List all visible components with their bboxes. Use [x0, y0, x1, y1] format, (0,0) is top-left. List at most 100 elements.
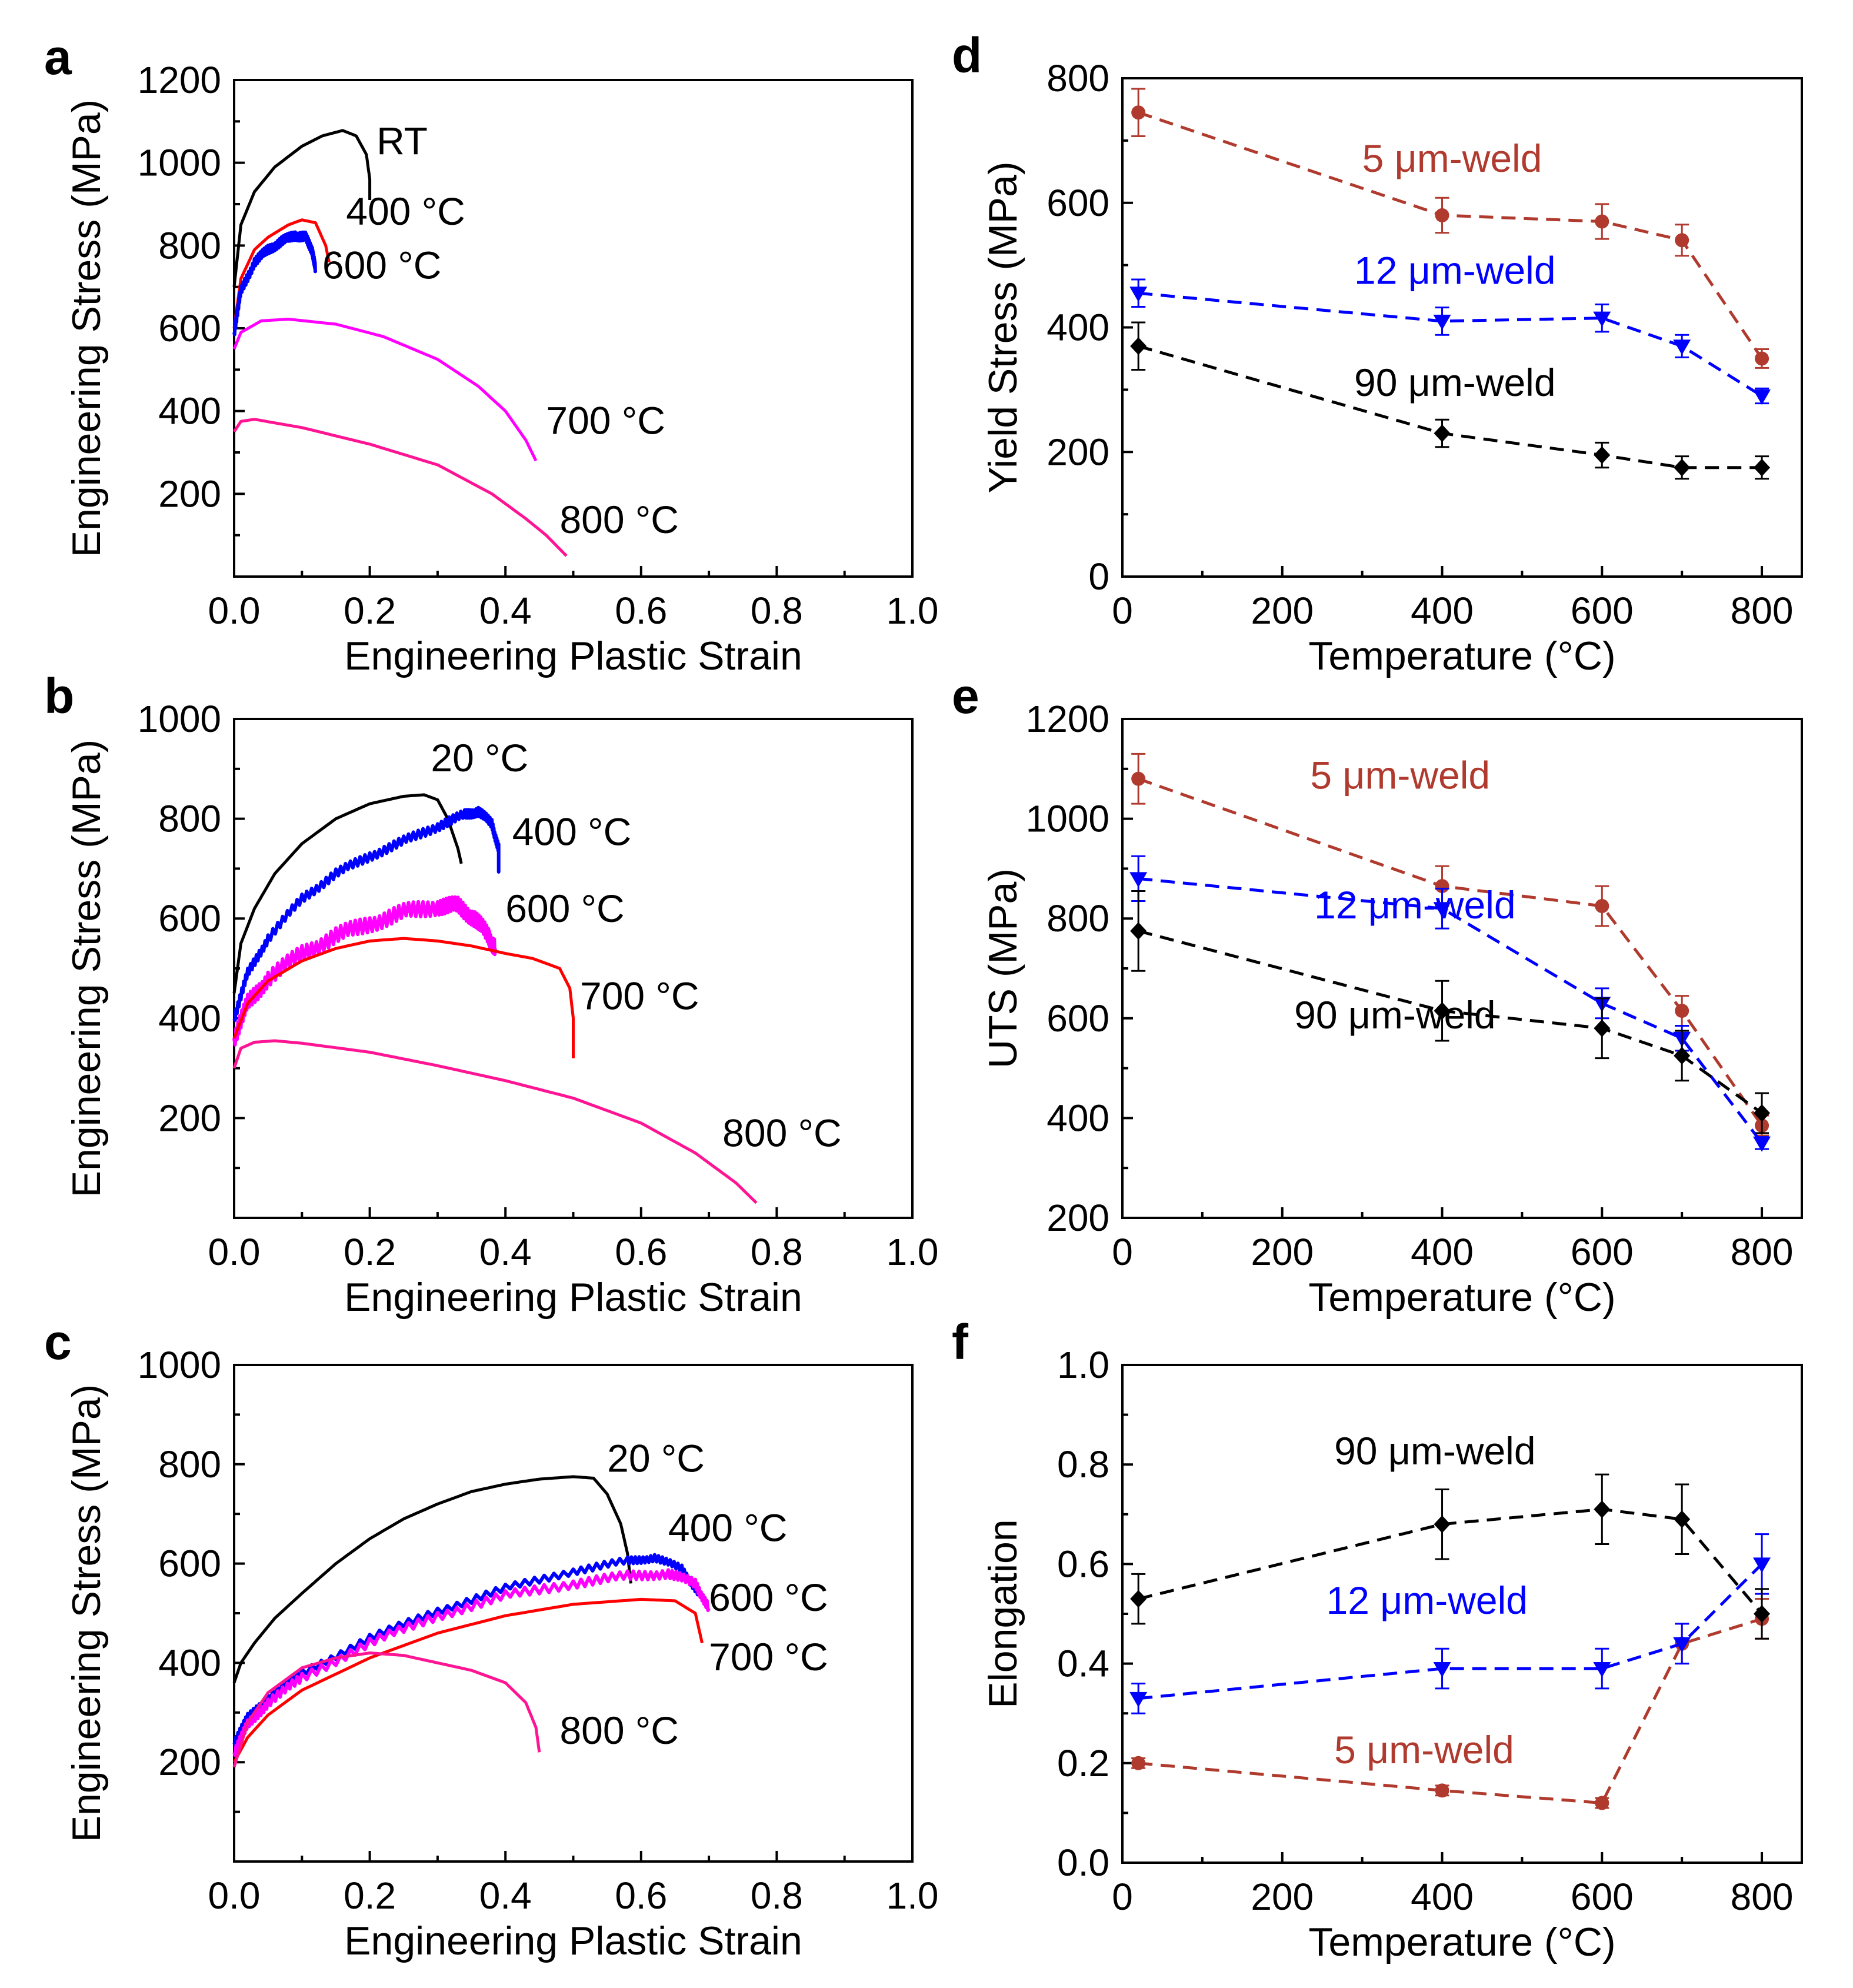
x-axis-label: Engineering Plastic Strain — [344, 1275, 802, 1320]
panel-a: a 0.0 0.2 0.4 0.6 0.8 1.0 200 400 600 800 1000 1200 E… — [44, 29, 938, 678]
series-90-um-weld: 90 μm-weld — [1130, 322, 1770, 479]
data-point — [1674, 1047, 1690, 1064]
data-point — [1434, 315, 1451, 330]
series-90-um-weld: 90 μm-weld — [1130, 891, 1770, 1133]
x-tick-label: 1.0 — [886, 590, 939, 632]
curve-800-c — [234, 419, 566, 556]
y-tick-label: 1000 — [1026, 798, 1109, 840]
y-tick-label: 200 — [158, 1741, 221, 1783]
series-label-600-c: 600 °C — [505, 887, 625, 930]
x-tick-label: 800 — [1731, 590, 1794, 632]
data-point — [1131, 772, 1145, 786]
x-axis-label: Temperature (°C) — [1308, 1275, 1615, 1320]
y-axis-label: UTS (MPa) — [981, 868, 1025, 1068]
x-tick-label: 0.0 — [208, 1874, 261, 1917]
y-axis-label: Engineering Stress (MPa) — [64, 99, 109, 558]
data-point — [1130, 922, 1147, 940]
series-400-c: 400 °C — [234, 1506, 787, 1744]
x-tick-label: 0.8 — [751, 1231, 803, 1273]
x-tick-label: 200 — [1251, 590, 1314, 632]
x-tick-label: 0.6 — [615, 1874, 667, 1917]
series-label-400-c: 400 °C — [346, 189, 465, 233]
x-tick-label: 400 — [1411, 1876, 1474, 1918]
x-tick-label: 400 — [1411, 590, 1474, 632]
series-label-400-c: 400 °C — [512, 810, 632, 854]
curve-20-c — [234, 1477, 631, 1683]
x-tick-label: 400 — [1411, 1231, 1474, 1273]
y-tick-label: 0.6 — [1057, 1543, 1109, 1585]
y-tick-label: 600 — [1047, 182, 1109, 224]
x-tick-label: 0 — [1112, 1231, 1133, 1273]
series-label-700-c: 700 °C — [546, 398, 665, 442]
x-axis-label: Temperature (°C) — [1308, 634, 1615, 678]
data-point — [1675, 1004, 1689, 1018]
curve-800-c — [234, 1653, 539, 1767]
data-point — [1595, 899, 1609, 913]
y-tick-label: 0.2 — [1057, 1742, 1109, 1784]
y-tick-label: 0 — [1088, 555, 1109, 598]
y-tick-label: 0.4 — [1057, 1643, 1109, 1685]
panel-letter-a: a — [44, 29, 72, 85]
y-tick-label: 600 — [1047, 997, 1109, 1040]
data-point — [1435, 1783, 1449, 1797]
y-tick-label: 800 — [158, 798, 221, 840]
y-axis-label: Yield Stress (MPa) — [981, 161, 1025, 493]
x-tick-label: 800 — [1731, 1231, 1794, 1273]
series-label-600-c: 600 °C — [709, 1576, 828, 1619]
panel-e: e0 200 400 600 80020040060080010001200Temper… — [952, 668, 1802, 1320]
series-700-c: 700 °C — [234, 319, 665, 461]
data-point — [1130, 1590, 1147, 1608]
y-tick-label: 1200 — [138, 59, 221, 101]
panel-b: b 0.0 0.2 0.4 0.6 0.8 1.0 200 400 600 800 1000 Engin… — [44, 668, 938, 1320]
x-tick-label: 200 — [1251, 1231, 1314, 1273]
dashed-line-5-um-weld — [1138, 1619, 1762, 1803]
y-axis-label: Engineering Stress (MPa) — [64, 1384, 109, 1843]
y-tick-label: 1000 — [138, 698, 221, 740]
curve-700-c — [234, 319, 536, 461]
series-800-c: 800 °C — [234, 1041, 842, 1203]
data-point — [1595, 1796, 1609, 1810]
y-tick-label: 1000 — [138, 142, 221, 184]
series-700-c: 700 °C — [234, 1599, 828, 1762]
series-label-700-c: 700 °C — [580, 974, 699, 1018]
series-800-c: 800 °C — [234, 1653, 679, 1767]
series-label-90-um-weld: 90 μm-weld — [1334, 1429, 1535, 1473]
data-point — [1753, 389, 1771, 405]
y-tick-label: 800 — [158, 1443, 221, 1486]
series-label-5-um-weld: 5 μm-weld — [1310, 754, 1490, 797]
x-tick-label: 0.8 — [751, 590, 803, 632]
data-point — [1594, 1500, 1610, 1518]
series-label-20-c: 20 °C — [431, 736, 528, 780]
series-5-um-weld: 5 μm-weld — [1131, 89, 1769, 368]
x-tick-label: 0.6 — [615, 1231, 667, 1273]
x-tick-label: 0.4 — [479, 1231, 532, 1273]
x-tick-label: 0.2 — [344, 1231, 396, 1273]
x-tick-label: 1.0 — [886, 1231, 939, 1273]
panel-letter-b: b — [44, 668, 74, 724]
x-tick-label: 800 — [1731, 1876, 1794, 1918]
series-20-c: 20 °C — [234, 736, 528, 993]
dashed-line-5-um-weld — [1138, 779, 1762, 1125]
y-tick-label: 800 — [158, 224, 221, 267]
y-tick-label: 200 — [158, 472, 221, 515]
data-point — [1435, 208, 1449, 222]
y-tick-label: 800 — [1047, 897, 1109, 940]
x-axis-label: Temperature (°C) — [1308, 1920, 1615, 1964]
x-tick-label: 200 — [1251, 1876, 1314, 1918]
y-tick-label: 400 — [158, 390, 221, 432]
data-point — [1131, 105, 1145, 119]
curve-600-c — [234, 897, 495, 1045]
data-point — [1755, 351, 1769, 365]
data-point — [1131, 1756, 1145, 1770]
x-tick-label: 1.0 — [886, 1874, 939, 1917]
data-point — [1673, 339, 1691, 355]
series-5-um-weld: 5 μm-weld — [1131, 1599, 1769, 1810]
x-tick-label: 0.0 — [208, 1231, 261, 1273]
x-tick-label: 600 — [1571, 1876, 1634, 1918]
series-600-c: 600 °C — [234, 232, 441, 335]
x-tick-label: 0 — [1112, 590, 1133, 632]
y-tick-label: 800 — [1047, 57, 1109, 99]
data-point — [1594, 447, 1610, 464]
y-tick-label: 0.0 — [1057, 1842, 1109, 1884]
series-12-um-weld: 12 μm-weld — [1129, 1534, 1771, 1714]
